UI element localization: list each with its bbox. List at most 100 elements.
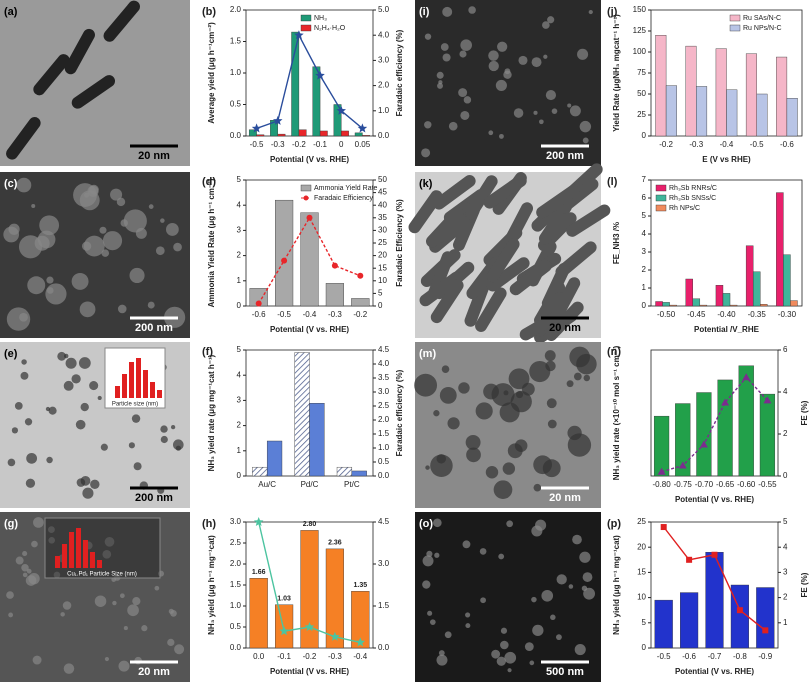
y-tick-label: 6 xyxy=(642,193,647,202)
y2-tick-label: 1 xyxy=(783,618,788,627)
particle xyxy=(574,644,586,656)
particle xyxy=(22,572,28,578)
particle xyxy=(533,110,538,115)
particle xyxy=(112,600,117,606)
particle xyxy=(569,105,581,117)
particle xyxy=(542,21,550,29)
particle xyxy=(89,381,99,391)
particle xyxy=(533,483,542,492)
nanorod xyxy=(71,75,116,109)
bar xyxy=(309,403,325,477)
bar xyxy=(722,293,731,307)
particle xyxy=(567,103,572,108)
x-tick-label: -0.5 xyxy=(277,310,291,319)
particle xyxy=(500,640,509,650)
particle xyxy=(579,551,591,563)
particle xyxy=(168,608,174,614)
legend-label: Ammonia Yield Rate xyxy=(314,185,378,192)
particle xyxy=(32,655,42,665)
nanorod xyxy=(408,190,443,234)
legend-swatch xyxy=(655,204,667,212)
nanorod xyxy=(536,184,580,219)
x-tick-label: -0.8 xyxy=(733,652,747,661)
panel-label: (n) xyxy=(607,346,621,358)
particle xyxy=(165,223,179,236)
particle xyxy=(131,414,141,423)
particle xyxy=(465,612,471,618)
y2-axis-label: FE (%) xyxy=(800,400,809,425)
y2-tick-label: 4.5 xyxy=(378,517,390,526)
panel-label: (o) xyxy=(419,518,433,530)
bar xyxy=(783,254,791,307)
bar xyxy=(312,66,321,137)
particle xyxy=(513,108,524,118)
bar xyxy=(752,271,761,307)
marker xyxy=(331,262,338,269)
particle xyxy=(127,604,139,617)
particle xyxy=(87,185,99,197)
bar xyxy=(336,466,353,477)
particle xyxy=(83,235,105,257)
particle xyxy=(39,215,60,236)
y-tick-label: 100 xyxy=(633,47,647,56)
y-tick-label: 3.0 xyxy=(230,517,242,526)
bar xyxy=(685,278,693,307)
y2-tick-label: 35 xyxy=(378,213,387,222)
marker xyxy=(294,30,304,40)
micrograph xyxy=(415,0,601,166)
x-axis-label: Potential (V vs. RHE) xyxy=(675,495,754,504)
y-axis-label: NH₃ yield rate (×10⁻¹⁰ mol s⁻¹ cm⁻²) xyxy=(612,345,621,480)
x-axis-label: Potential (V vs. RHE) xyxy=(675,667,754,676)
bar xyxy=(653,415,670,477)
y2-tick-label: 3.0 xyxy=(378,56,390,65)
particle xyxy=(427,610,433,616)
particle xyxy=(444,631,452,639)
x-tick-label: 0.05 xyxy=(355,140,371,149)
y2-tick-label: 1.5 xyxy=(378,429,390,438)
particle xyxy=(493,480,513,500)
nanorod xyxy=(103,0,140,42)
particle xyxy=(480,597,486,604)
marker xyxy=(699,440,708,448)
particle xyxy=(167,638,175,647)
particle xyxy=(160,425,168,433)
particle xyxy=(26,452,38,464)
particle xyxy=(14,402,23,410)
particle xyxy=(31,540,38,548)
y2-tick-label: 2.5 xyxy=(378,401,390,410)
particle xyxy=(533,455,552,475)
scale-bar-label: 200 nm xyxy=(546,150,584,162)
nanorod xyxy=(433,175,476,210)
particle xyxy=(508,368,530,390)
particle xyxy=(556,574,567,585)
inset-bar xyxy=(62,544,67,568)
legend-label: Ru SAs/N-C xyxy=(743,15,781,22)
bar xyxy=(692,298,701,307)
y2-tick-label: 5 xyxy=(378,289,383,298)
x-tick-label: -0.2 xyxy=(292,140,306,149)
x-tick-label: -0.2 xyxy=(353,310,367,319)
particle xyxy=(101,249,110,257)
particle xyxy=(48,526,55,534)
micrograph xyxy=(0,512,190,682)
particle xyxy=(545,90,557,101)
particle xyxy=(577,48,589,60)
particle xyxy=(529,360,551,383)
y-tick-label: 1.5 xyxy=(230,580,242,589)
x-tick-label: -0.7 xyxy=(708,652,722,661)
y-tick-label: 0.5 xyxy=(230,622,242,631)
particle xyxy=(460,110,470,121)
panel-label: (m) xyxy=(419,348,436,360)
value-label: 2.36 xyxy=(328,540,342,547)
particle xyxy=(436,71,444,79)
particle xyxy=(475,402,493,420)
particle xyxy=(97,395,102,401)
bar xyxy=(776,56,788,137)
marker xyxy=(721,398,730,406)
particle xyxy=(499,133,504,139)
bar xyxy=(341,130,349,137)
y-tick-label: 1 xyxy=(642,283,647,292)
y2-tick-label: 20 xyxy=(378,251,387,260)
scale-bar-label: 20 nm xyxy=(549,322,581,334)
y-tick-label: 1 xyxy=(237,276,242,285)
